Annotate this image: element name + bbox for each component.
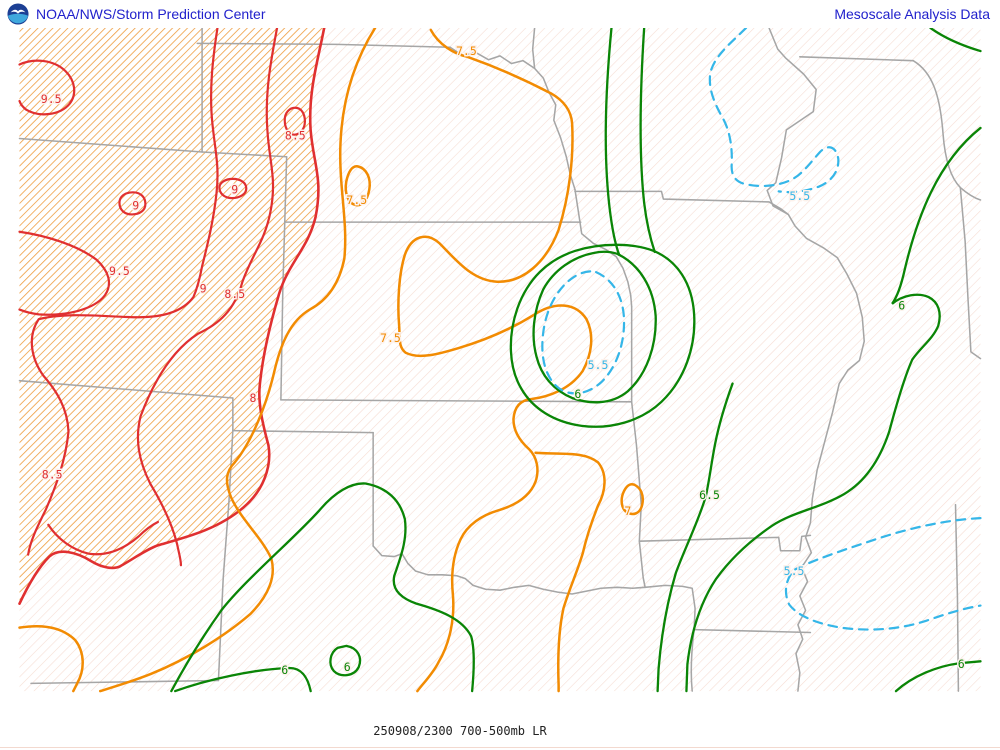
contour-label: 9	[200, 281, 207, 295]
contour-label: 6.5	[699, 488, 720, 502]
contour-label: 9	[132, 199, 139, 213]
contour-label: 5.5	[588, 358, 609, 372]
contour-label: 8.5	[285, 128, 306, 142]
mississippi-river	[766, 27, 865, 692]
contour-label: 5.5	[789, 189, 810, 203]
contour-labels: 9.5 8.5 9 9 9.5 9 8.5 8 8.5 7.5 7.5 7.5 7 5.5 5.5 5.5 6 6…	[39, 42, 966, 678]
contour-label: 8.5	[42, 468, 63, 482]
contour-label: 6	[281, 663, 288, 677]
contour-label: 8.5	[224, 287, 245, 301]
contour-label: 6	[344, 660, 351, 674]
hatched-region-ge8	[19, 28, 325, 604]
bottom-rule	[0, 747, 1000, 748]
red-contours	[18, 26, 326, 605]
orange-contours	[18, 26, 645, 693]
green-contours	[170, 26, 982, 693]
contour-label: 6	[958, 657, 965, 671]
noaa-logo	[7, 3, 29, 25]
map-caption: 250908/2300 700-500mb LR	[373, 724, 547, 738]
contour-label: 8	[250, 391, 257, 405]
contour-label: 7	[624, 504, 631, 518]
lapse-rate-map-svg: 9.5 8.5 9 9 9.5 9 8.5 8 8.5 7.5 7.5 7.5 7 5.5 5.5 5.5 6 6…	[18, 26, 982, 693]
header: NOAA/NWS/Storm Prediction Center Mesosca…	[0, 0, 1000, 28]
contour-label: 5.5	[784, 564, 805, 578]
contour-label: 7.5	[380, 331, 401, 345]
contour-label: 9.5	[109, 264, 130, 278]
header-agency-title: NOAA/NWS/Storm Prediction Center	[36, 6, 266, 22]
cyan-dashed-contours	[541, 26, 982, 631]
contour-label: 7.5	[346, 193, 367, 207]
red-river	[372, 545, 646, 595]
missouri-river	[449, 46, 576, 191]
analysis-map: 9.5 8.5 9 9 9.5 9 8.5 8 8.5 7.5 7.5 7.5 7 5.5 5.5 5.5 6 6…	[0, 26, 1000, 718]
contour-label: 7.5	[456, 44, 477, 58]
contour-label: 6	[898, 299, 905, 313]
header-product-title: Mesoscale Analysis Data	[834, 6, 990, 22]
contour-label: 6	[574, 387, 581, 401]
contour-label: 9.5	[41, 92, 62, 106]
contour-label: 9	[231, 182, 238, 196]
